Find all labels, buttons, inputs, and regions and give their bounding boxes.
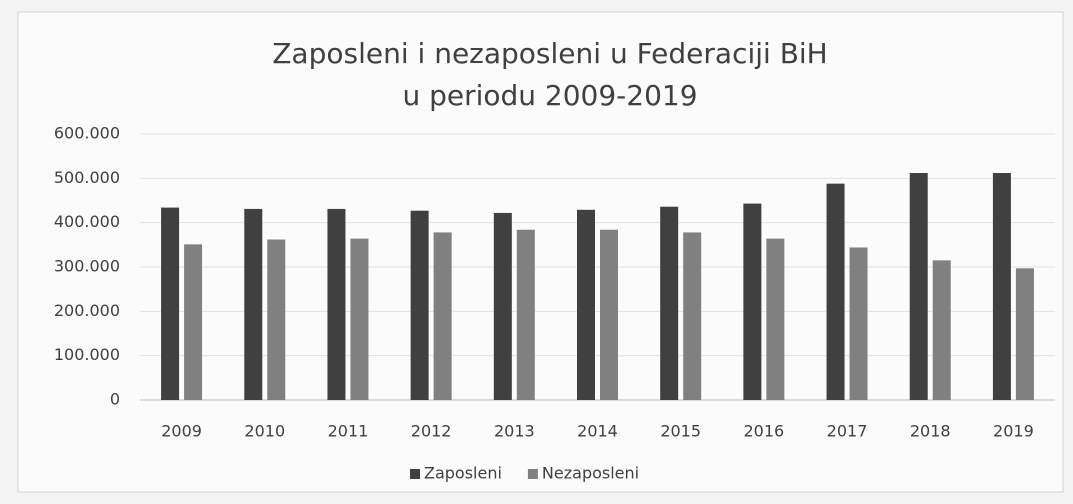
x-tick-label: 2017	[827, 422, 868, 441]
legend-label: Zaposleni	[424, 464, 502, 483]
x-tick-label: 2009	[161, 422, 202, 441]
bar	[909, 173, 928, 400]
bar	[350, 238, 369, 400]
bar	[766, 238, 785, 400]
x-tick-label: 2013	[494, 422, 535, 441]
bar	[327, 208, 346, 400]
x-tick-label: 2018	[910, 422, 951, 441]
bar	[826, 183, 845, 400]
bar	[184, 244, 203, 400]
bar	[992, 173, 1011, 400]
bar	[410, 210, 429, 400]
x-tick-label: 2011	[328, 422, 369, 441]
x-tick-label: 2016	[744, 422, 785, 441]
bar	[743, 203, 762, 400]
bar	[932, 260, 951, 400]
bar	[683, 232, 702, 400]
x-tick-label: 2010	[244, 422, 285, 441]
bar	[660, 206, 679, 400]
bar	[267, 239, 286, 400]
bar	[516, 229, 535, 400]
y-tick-label: 0	[110, 390, 120, 409]
x-tick-label: 2014	[577, 422, 618, 441]
bar	[161, 207, 180, 400]
y-tick-label: 500.000	[54, 168, 120, 187]
y-tick-label: 100.000	[54, 345, 120, 364]
bar	[600, 229, 618, 400]
y-tick-label: 200.000	[54, 301, 120, 320]
y-tick-label: 600.000	[54, 124, 120, 143]
chart-title: u periodu 2009-2019	[402, 79, 697, 112]
bar	[244, 208, 263, 400]
x-tick-label: 2019	[993, 422, 1034, 441]
legend-swatch	[527, 469, 538, 479]
x-tick-label: 2015	[660, 422, 701, 441]
y-tick-label: 400.000	[54, 212, 120, 231]
bar	[577, 209, 595, 400]
bar	[493, 212, 512, 400]
bar	[433, 232, 452, 400]
chart-title: Zaposleni i nezaposleni u Federaciji BiH	[272, 37, 828, 70]
legend-label: Nezaposleni	[542, 464, 639, 483]
x-tick-label: 2012	[411, 422, 452, 441]
legend-swatch	[410, 469, 420, 479]
bar	[1015, 268, 1034, 400]
bar	[849, 247, 868, 400]
y-tick-label: 300.000	[54, 257, 120, 276]
